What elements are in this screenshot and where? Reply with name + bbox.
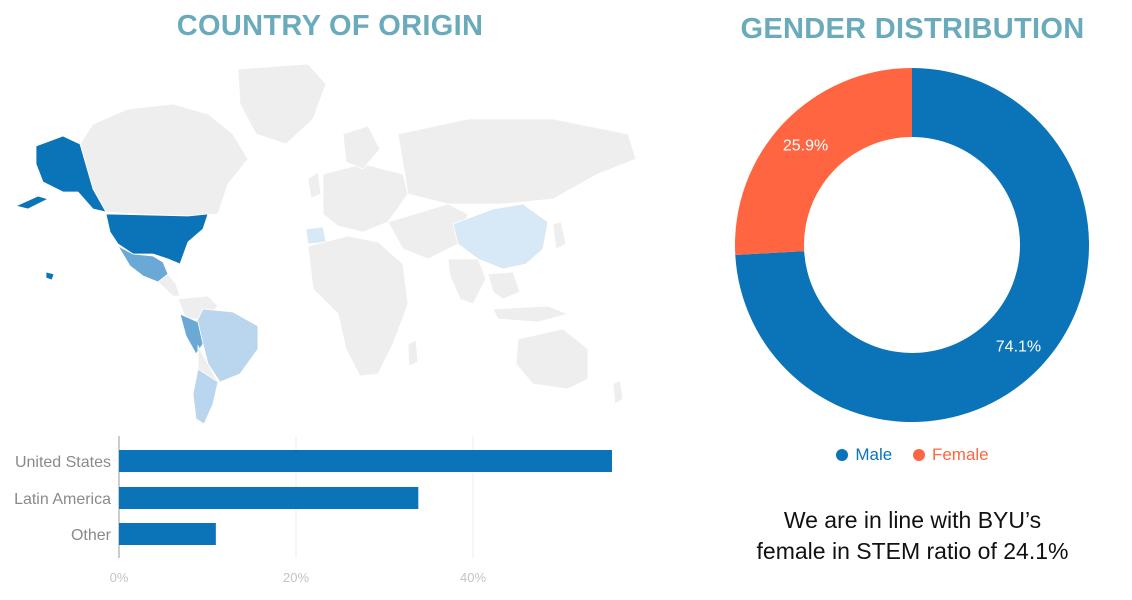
world-map xyxy=(14,64,637,425)
stem-ratio-note: We are in line with BYU’s female in STEM… xyxy=(700,505,1125,567)
donut-label-male: 74.1% xyxy=(996,339,1041,356)
bar-other xyxy=(119,523,216,545)
map-region-russia xyxy=(397,118,637,205)
gender-donut-chart: 74.1% 25.9% xyxy=(735,67,1089,422)
map-region-australia xyxy=(515,328,589,390)
note-line-1: We are in line with BYU’s xyxy=(783,507,1042,533)
map-region-central-america xyxy=(157,273,181,297)
legend-label-male: Male xyxy=(855,445,893,464)
legend-dot-male xyxy=(836,449,849,461)
donut-title: GENDER DISTRIBUTION xyxy=(740,13,1085,45)
map-region-southeast-asia xyxy=(487,271,521,300)
category-label: Other xyxy=(71,527,112,544)
legend-item-female: Female xyxy=(912,445,989,465)
map-region-hawaii xyxy=(45,271,55,281)
legend-dot-female xyxy=(912,449,925,461)
map-title: COUNTRY OF ORIGIN xyxy=(176,10,484,42)
map-region-canada xyxy=(79,103,249,217)
x-tick-label: 40% xyxy=(460,570,486,585)
category-label: United States xyxy=(15,454,111,471)
donut-label-female: 25.9% xyxy=(783,137,828,154)
map-region-argentina xyxy=(192,368,219,425)
map-region-aleutians xyxy=(14,195,50,210)
donut-slice-female xyxy=(735,67,912,256)
x-tick-label: 0% xyxy=(110,570,129,585)
map-region-spain xyxy=(305,226,327,245)
map-region-alaska xyxy=(35,135,107,213)
map-region-new-zealand xyxy=(612,379,624,405)
map-region-china xyxy=(452,203,549,270)
note-line-2: female in STEM ratio of 24.1% xyxy=(756,538,1069,564)
map-region-uk xyxy=(307,171,322,199)
donut-slice-male xyxy=(735,68,1089,422)
donut-legend: Male Female xyxy=(700,445,1125,466)
map-region-africa xyxy=(307,235,409,377)
map-region-indonesia xyxy=(492,305,570,323)
map-region-united-states xyxy=(105,213,209,265)
map-region-greenland xyxy=(237,64,327,145)
legend-label-female: Female xyxy=(931,445,989,464)
map-region-india xyxy=(447,258,487,305)
map-region-madagascar xyxy=(407,339,419,367)
legend-item-male: Male xyxy=(836,445,892,465)
origin-bar-chart: United States Latin America Other 0% 20% 40% xyxy=(14,436,612,585)
x-tick-label: 20% xyxy=(283,570,309,585)
category-label: Latin America xyxy=(14,491,111,508)
map-region-japan xyxy=(552,221,567,250)
map-region-scandinavia xyxy=(342,125,381,170)
bar-latin-america xyxy=(119,487,419,509)
bar-united-states xyxy=(119,450,612,472)
